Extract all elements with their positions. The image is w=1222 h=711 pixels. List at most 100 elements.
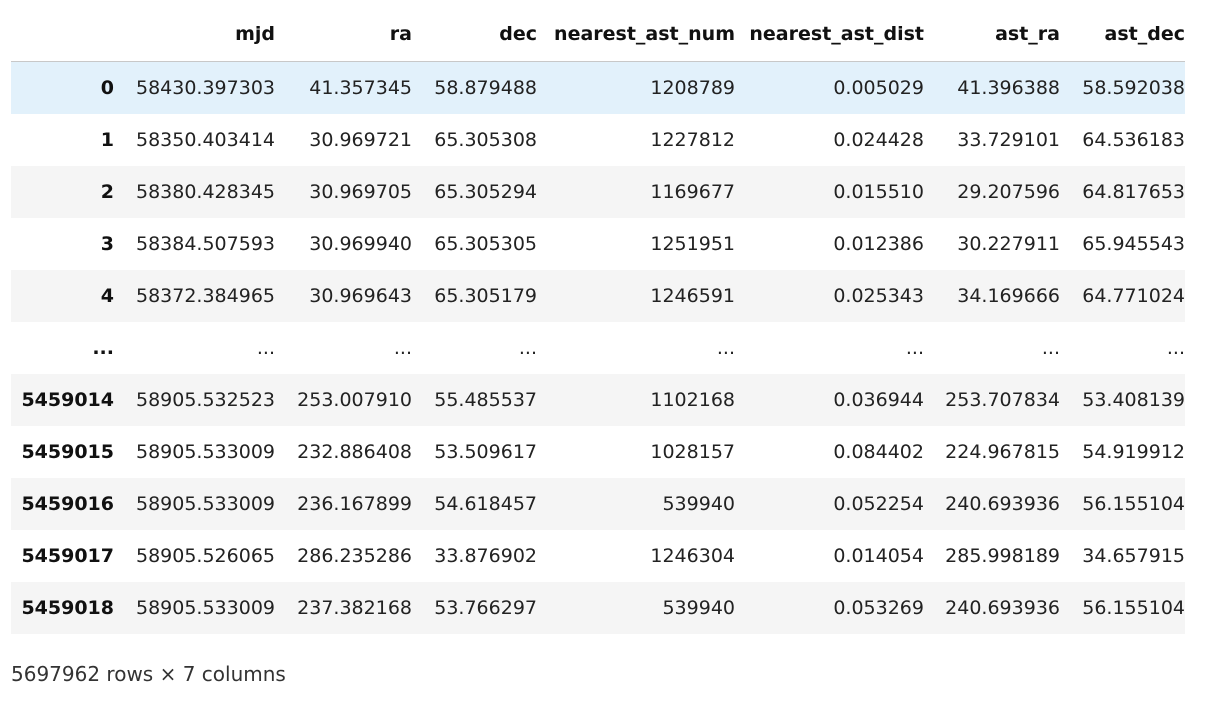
table-body: 0 58430.397303 41.357345 58.879488 12087… <box>11 61 1185 634</box>
dataframe-output: mjd ra dec nearest_ast_num nearest_ast_d… <box>11 7 1185 634</box>
cell-nearest-ast-num: 1246304 <box>650 545 735 567</box>
cell-nearest-ast-num: 1251951 <box>650 233 735 255</box>
cell-ast-ra: 240.693936 <box>945 597 1060 619</box>
cell-ast-dec: 64.817653 <box>1082 181 1185 203</box>
table-row[interactable]: 0 58430.397303 41.357345 58.879488 12087… <box>11 61 1185 114</box>
cell-ast-ra: 285.998189 <box>945 545 1060 567</box>
cell-dec: 65.305305 <box>434 233 537 255</box>
row-index: 5459014 <box>21 389 114 411</box>
cell-dec: 54.618457 <box>434 493 537 515</box>
cell-nearest-ast-dist: 0.024428 <box>833 129 924 151</box>
cell-dec: 53.509617 <box>434 441 537 463</box>
cell-ra: 232.886408 <box>297 441 412 463</box>
cell-ra: 41.357345 <box>309 77 412 99</box>
cell-nearest-ast-dist: 0.052254 <box>833 493 924 515</box>
cell-ast-ra: 240.693936 <box>945 493 1060 515</box>
row-index: 5459016 <box>21 493 114 515</box>
cell-mjd: 58905.533009 <box>135 441 275 463</box>
column-header-dec: dec <box>412 7 537 62</box>
cell-nearest-ast-num: ... <box>716 337 735 359</box>
row-index: 2 <box>100 181 114 203</box>
table-row[interactable]: 1 58350.403414 30.969721 65.305308 12278… <box>11 114 1185 166</box>
cell-mjd: 58905.532523 <box>135 389 275 411</box>
cell-nearest-ast-num: 1227812 <box>650 129 735 151</box>
ellipsis-row: ... ... ... ... ... ... ... ... <box>11 322 1185 374</box>
cell-nearest-ast-num: 1169677 <box>650 181 735 203</box>
dataframe-shape-summary: 5697962 rows × 7 columns <box>11 662 286 686</box>
cell-ra: 237.382168 <box>297 597 412 619</box>
cell-mjd: 58905.533009 <box>135 493 275 515</box>
cell-ast-ra: 29.207596 <box>957 181 1060 203</box>
cell-nearest-ast-num: 1246591 <box>650 285 735 307</box>
cell-mjd: 58905.533009 <box>135 597 275 619</box>
column-header-nearest-ast-dist: nearest_ast_dist <box>735 7 924 62</box>
row-index: 1 <box>100 129 114 151</box>
row-index: 5459015 <box>21 441 114 463</box>
cell-ast-dec: 58.592038 <box>1082 77 1185 99</box>
cell-nearest-ast-dist: 0.084402 <box>833 441 924 463</box>
cell-dec: 55.485537 <box>434 389 537 411</box>
table-row[interactable]: 5459017 58905.526065 286.235286 33.87690… <box>11 530 1185 582</box>
table-row[interactable]: 5459016 58905.533009 236.167899 54.61845… <box>11 478 1185 530</box>
cell-mjd: 58350.403414 <box>135 129 275 151</box>
cell-nearest-ast-dist: 0.015510 <box>833 181 924 203</box>
row-index: 5459017 <box>21 545 114 567</box>
column-header-nearest-ast-num: nearest_ast_num <box>537 7 735 62</box>
column-header-mjd: mjd <box>114 7 275 62</box>
cell-ra: 30.969643 <box>309 285 412 307</box>
cell-nearest-ast-dist: 0.014054 <box>833 545 924 567</box>
cell-mjd: 58384.507593 <box>135 233 275 255</box>
cell-ra: 236.167899 <box>297 493 412 515</box>
cell-mjd: 58430.397303 <box>135 77 275 99</box>
column-header-ra: ra <box>275 7 412 62</box>
row-index: 5459018 <box>21 597 114 619</box>
cell-ast-ra: 224.967815 <box>945 441 1060 463</box>
table-header: mjd ra dec nearest_ast_num nearest_ast_d… <box>11 7 1185 62</box>
cell-ast-dec: 53.408139 <box>1082 389 1185 411</box>
cell-nearest-ast-dist: 0.053269 <box>833 597 924 619</box>
cell-mjd: 58372.384965 <box>135 285 275 307</box>
cell-nearest-ast-num: 1102168 <box>650 389 735 411</box>
cell-dec: 53.766297 <box>434 597 537 619</box>
dataframe-table: mjd ra dec nearest_ast_num nearest_ast_d… <box>11 7 1185 634</box>
cell-ra: ... <box>393 337 412 359</box>
cell-nearest-ast-num: 1208789 <box>650 77 735 99</box>
cell-nearest-ast-num: 1028157 <box>650 441 735 463</box>
cell-mjd: ... <box>256 337 275 359</box>
row-index: 0 <box>100 77 114 99</box>
cell-ast-ra: 34.169666 <box>957 285 1060 307</box>
cell-nearest-ast-num: 539940 <box>662 597 735 619</box>
table-row[interactable]: 5459018 58905.533009 237.382168 53.76629… <box>11 582 1185 634</box>
cell-ra: 30.969721 <box>309 129 412 151</box>
cell-dec: 65.305179 <box>434 285 537 307</box>
cell-ast-dec: 34.657915 <box>1082 545 1185 567</box>
cell-mjd: 58905.526065 <box>135 545 275 567</box>
cell-ast-ra: 41.396388 <box>957 77 1060 99</box>
cell-nearest-ast-dist: 0.025343 <box>833 285 924 307</box>
index-header <box>11 7 114 62</box>
cell-nearest-ast-dist: 0.012386 <box>833 233 924 255</box>
cell-ra: 30.969705 <box>309 181 412 203</box>
table-row[interactable]: 3 58384.507593 30.969940 65.305305 12519… <box>11 218 1185 270</box>
row-index: 3 <box>100 233 114 255</box>
cell-mjd: 58380.428345 <box>135 181 275 203</box>
table-row[interactable]: 2 58380.428345 30.969705 65.305294 11696… <box>11 166 1185 218</box>
cell-ast-ra: 33.729101 <box>957 129 1060 151</box>
cell-dec: 33.876902 <box>434 545 537 567</box>
table-row[interactable]: 5459015 58905.533009 232.886408 53.50961… <box>11 426 1185 478</box>
column-header-ast-ra: ast_ra <box>924 7 1060 62</box>
cell-ast-dec: ... <box>1166 337 1185 359</box>
table-row[interactable]: 4 58372.384965 30.969643 65.305179 12465… <box>11 270 1185 322</box>
cell-dec: 58.879488 <box>434 77 537 99</box>
cell-dec: 65.305294 <box>434 181 537 203</box>
cell-dec: ... <box>518 337 537 359</box>
cell-ast-ra: ... <box>1041 337 1060 359</box>
cell-ast-dec: 65.945543 <box>1082 233 1185 255</box>
cell-ast-dec: 64.536183 <box>1082 129 1185 151</box>
row-index: 4 <box>100 285 114 307</box>
column-header-ast-dec: ast_dec <box>1060 7 1185 62</box>
cell-ast-dec: 56.155104 <box>1082 597 1185 619</box>
cell-ast-ra: 30.227911 <box>957 233 1060 255</box>
table-row[interactable]: 5459014 58905.532523 253.007910 55.48553… <box>11 374 1185 426</box>
cell-ast-ra: 253.707834 <box>945 389 1060 411</box>
